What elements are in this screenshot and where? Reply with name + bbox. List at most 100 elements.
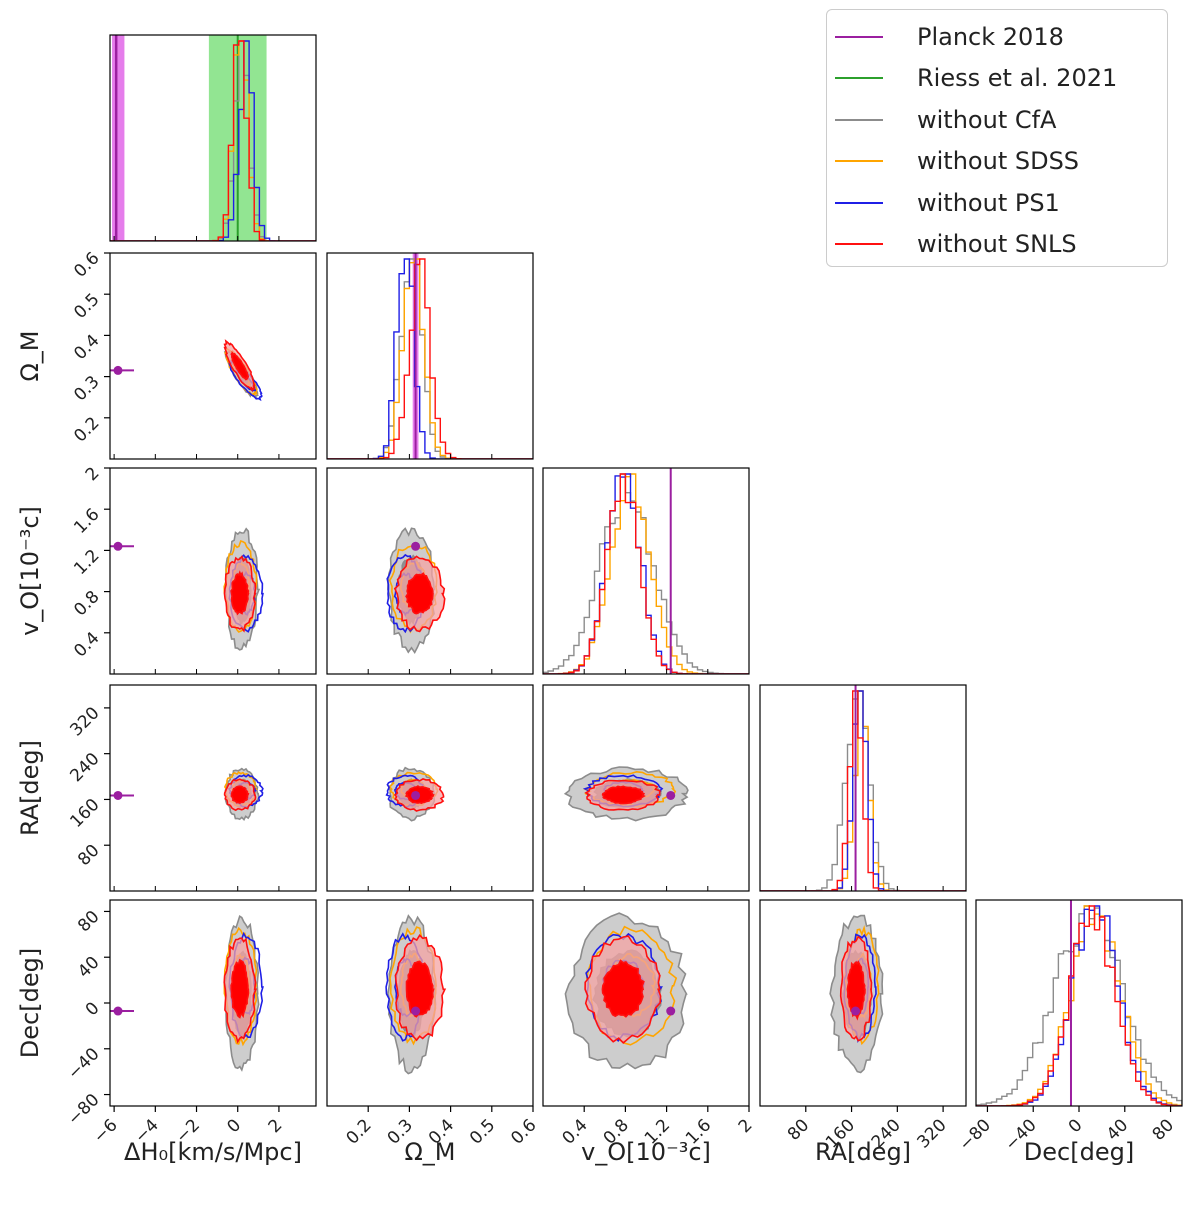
x-tick-label: 80 bbox=[784, 1115, 813, 1144]
legend: Planck 2018 Riess et al. 2021 without Cf… bbox=[826, 9, 1168, 267]
panel-dH0-Om bbox=[110, 339, 263, 402]
planck-band bbox=[112, 35, 125, 241]
panel-vO-RA bbox=[563, 766, 689, 822]
panel-frame bbox=[542, 899, 750, 1107]
planck-marker bbox=[411, 1006, 421, 1016]
panel-frame bbox=[109, 899, 317, 1107]
planck-marker bbox=[113, 365, 123, 375]
legend-item-riess: Riess et al. 2021 bbox=[827, 58, 1167, 100]
x-tick-label: 2 bbox=[735, 1115, 757, 1137]
y-tick-label: 0.4 bbox=[70, 628, 103, 661]
x-tick-label: 0.2 bbox=[342, 1115, 375, 1148]
y-tick-label: 1.2 bbox=[70, 546, 103, 579]
x-tick-label: 80 bbox=[1149, 1115, 1178, 1144]
y-tick-label: 320 bbox=[66, 703, 103, 740]
y-axis-label: Dec[deg] bbox=[16, 948, 44, 1058]
contour-without-snls bbox=[846, 960, 866, 1021]
contour-without-snls bbox=[230, 570, 250, 616]
legend-label: without CfA bbox=[917, 105, 1057, 134]
x-tick-label: 0 bbox=[223, 1115, 245, 1137]
panel-dH0-dH0 bbox=[110, 35, 316, 241]
y-tick-label: 40 bbox=[74, 953, 103, 982]
panel-frame bbox=[326, 899, 534, 1107]
y-tick-label: 0 bbox=[82, 998, 104, 1020]
planck-marker bbox=[113, 1006, 123, 1016]
x-axis-label: v_O[10⁻³c] bbox=[581, 1138, 711, 1166]
legend-label: without PS1 bbox=[917, 188, 1060, 217]
contour-without-snls bbox=[405, 572, 434, 615]
y-tick-label: −80 bbox=[64, 1090, 104, 1130]
legend-swatch bbox=[835, 118, 883, 121]
histogram-without-ps1 bbox=[327, 258, 533, 459]
x-tick-label: 0.5 bbox=[466, 1115, 499, 1148]
y-axis-label: RA[deg] bbox=[16, 740, 44, 836]
y-tick-label: 160 bbox=[66, 795, 103, 832]
legend-item-without-snls: without SNLS bbox=[827, 224, 1167, 266]
contour-without-snls bbox=[230, 350, 250, 381]
legend-label: without SNLS bbox=[917, 230, 1077, 259]
panel-frame bbox=[326, 252, 534, 460]
legend-label: without SDSS bbox=[917, 147, 1080, 176]
histogram-without-ps1 bbox=[760, 690, 966, 891]
y-tick-label: 0.8 bbox=[70, 587, 103, 620]
contour-without-snls bbox=[230, 958, 250, 1019]
y-tick-label: −40 bbox=[64, 1044, 104, 1084]
y-tick-label: 0.4 bbox=[70, 331, 103, 364]
contour-without-snls bbox=[405, 960, 435, 1018]
y-tick-label: 80 bbox=[74, 841, 103, 870]
panel-frame bbox=[326, 467, 534, 675]
contour-without-sdss bbox=[223, 539, 258, 633]
legend-swatch bbox=[835, 35, 883, 38]
y-tick-label: 2 bbox=[82, 463, 104, 485]
planck-marker bbox=[113, 790, 123, 800]
panel-frame bbox=[542, 684, 750, 892]
contour-without-snls bbox=[230, 785, 250, 804]
panel-Om-Om bbox=[327, 253, 533, 459]
legend-swatch bbox=[835, 77, 883, 80]
planck-marker bbox=[113, 541, 123, 551]
panel-frame bbox=[109, 467, 317, 675]
y-tick-label: 0.6 bbox=[70, 248, 103, 281]
x-axis-label: Ω_M bbox=[404, 1138, 455, 1166]
panel-frame bbox=[109, 34, 317, 242]
legend-label: Planck 2018 bbox=[917, 22, 1064, 51]
histogram-without-snls bbox=[327, 258, 533, 459]
panel-frame bbox=[542, 467, 750, 675]
x-tick-label: −80 bbox=[955, 1115, 995, 1155]
planck-marker bbox=[851, 1006, 861, 1016]
panel-dH0-RA bbox=[110, 767, 264, 821]
panel-frame bbox=[109, 684, 317, 892]
histogram-without-snls bbox=[110, 40, 316, 241]
planck-marker bbox=[666, 790, 676, 800]
legend-label: Riess et al. 2021 bbox=[917, 64, 1118, 93]
y-tick-label: 240 bbox=[66, 749, 103, 786]
histogram-without-snls bbox=[976, 905, 1182, 1106]
histogram-without-ps1 bbox=[543, 473, 749, 674]
panel-Dec-Dec bbox=[976, 900, 1182, 1106]
x-tick-label: 320 bbox=[914, 1115, 951, 1152]
x-tick-label: 0.6 bbox=[507, 1115, 540, 1148]
panel-dH0-vO bbox=[110, 527, 264, 651]
panel-frame bbox=[326, 684, 534, 892]
panel-frame bbox=[759, 684, 967, 892]
panel-frame bbox=[759, 899, 967, 1107]
y-tick-label: 80 bbox=[74, 907, 103, 936]
x-axis-label: Dec[deg] bbox=[1024, 1138, 1134, 1166]
legend-swatch bbox=[835, 243, 883, 246]
y-axis-label: v_O[10⁻³c] bbox=[16, 506, 44, 636]
planck-marker bbox=[411, 541, 421, 551]
y-tick-label: 0.5 bbox=[70, 290, 103, 323]
contour-without-snls bbox=[601, 959, 645, 1018]
panel-Om-Dec bbox=[385, 914, 447, 1075]
panel-vO-Dec bbox=[564, 912, 688, 1070]
contour-without-snls bbox=[601, 785, 646, 805]
panel-dH0-Dec bbox=[110, 914, 264, 1072]
x-tick-label: −6 bbox=[90, 1115, 122, 1147]
x-axis-label: ΔH₀[km/s/Mpc] bbox=[124, 1138, 302, 1166]
histogram-without-snls bbox=[760, 690, 966, 891]
legend-item-planck: Planck 2018 bbox=[827, 16, 1167, 58]
legend-item-without-ps1: without PS1 bbox=[827, 182, 1167, 224]
y-axis-label: Ω_M bbox=[16, 330, 44, 381]
panel-Om-RA bbox=[385, 766, 445, 822]
